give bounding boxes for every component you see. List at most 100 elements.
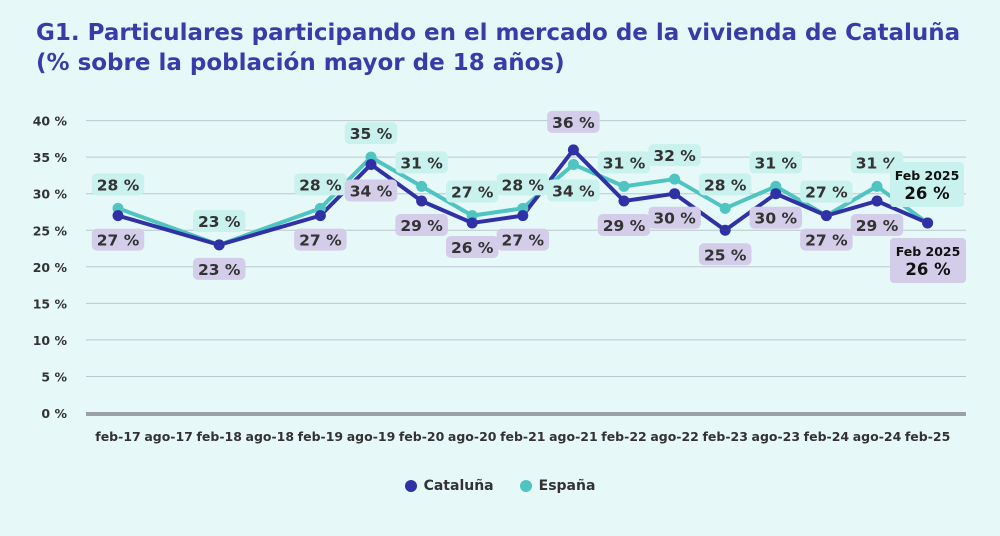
- data-point-espana: [871, 180, 883, 192]
- x-tick-label: feb-19: [298, 429, 343, 444]
- y-tick-label: 40 %: [33, 114, 68, 129]
- data-label-cataluna: 29 %: [850, 214, 904, 237]
- data-point-cataluna: [213, 239, 225, 251]
- data-label-cataluna-text: 27 %: [97, 232, 140, 250]
- x-tick-label: ago-18: [246, 429, 295, 444]
- data-point-cataluna: [618, 195, 630, 207]
- legend-label-cataluna: Cataluña: [423, 478, 494, 494]
- data-label-espana: 27 %: [445, 180, 499, 203]
- data-label-cataluna: 34 %: [344, 179, 398, 202]
- y-tick-label: 0 %: [41, 406, 67, 421]
- data-label-cataluna: 27 %: [91, 228, 145, 251]
- data-label-cataluna: 27 %: [800, 228, 853, 251]
- data-label-espana-bg: [648, 144, 701, 167]
- legend-marker-espana: [519, 480, 532, 492]
- data-label-cataluna-bg: [496, 228, 550, 251]
- x-tick-label: ago-22: [650, 429, 699, 444]
- data-label-cataluna-text: 27 %: [502, 232, 545, 250]
- y-tick-label: 25 %: [33, 223, 68, 238]
- data-label-espana-text: 28 %: [704, 176, 747, 194]
- data-label-espana-text: 23 %: [198, 213, 241, 231]
- data-label-espana-bg: [294, 173, 347, 196]
- data-point-cataluna: [922, 217, 934, 229]
- data-label-espana-bg: [597, 151, 651, 174]
- data-label-cataluna-text: 30 %: [653, 210, 696, 228]
- data-label-cataluna-text: 27 %: [299, 232, 342, 250]
- data-label-espana: 31 %: [597, 151, 651, 174]
- data-label-cataluna: 25 %: [698, 243, 752, 266]
- final-callout-cataluna-date: Feb 2025: [896, 244, 961, 259]
- x-tick-label: ago-17: [144, 429, 193, 444]
- legend-label-espana: España: [538, 478, 596, 494]
- data-point-cataluna: [719, 224, 731, 236]
- data-label-cataluna-text: 29 %: [856, 217, 899, 235]
- x-tick-label: feb-21: [500, 429, 545, 444]
- data-label-espana-text: 27 %: [451, 184, 494, 202]
- x-tick-label: feb-18: [196, 429, 241, 444]
- data-label-cataluna-text: 29 %: [603, 217, 646, 235]
- y-tick-label: 5 %: [41, 369, 67, 384]
- data-point-cataluna: [517, 210, 529, 222]
- data-point-cataluna: [669, 188, 681, 200]
- data-label-cataluna: 30 %: [749, 206, 803, 229]
- data-label-cataluna-text: 25 %: [704, 246, 747, 264]
- data-point-cataluna: [871, 195, 883, 207]
- data-label-espana-text: 31 %: [400, 154, 443, 172]
- data-label-cataluna-text: 30 %: [755, 210, 798, 228]
- data-point-espana: [567, 158, 579, 170]
- data-label-espana: 28 %: [91, 173, 145, 196]
- y-tick-label: 15 %: [33, 296, 68, 311]
- data-label-espana-bg: [192, 209, 246, 232]
- data-label-espana-bg: [698, 173, 752, 196]
- data-label-cataluna-text: 29 %: [400, 217, 443, 235]
- data-label-cataluna: 30 %: [648, 206, 701, 229]
- data-label-espana-text: 27 %: [805, 184, 848, 202]
- x-tick-label: feb-20: [399, 429, 445, 444]
- data-label-espana-bg: [800, 180, 853, 203]
- data-label-espana-bg: [547, 179, 600, 202]
- data-point-espana: [669, 173, 681, 185]
- y-tick-label: 35 %: [33, 150, 68, 165]
- data-label-espana: 35 %: [344, 122, 398, 145]
- data-label-espana-text: 28 %: [97, 176, 140, 194]
- data-point-espana: [416, 180, 428, 192]
- data-label-cataluna-bg: [547, 110, 600, 133]
- data-label-cataluna-text: 36 %: [552, 114, 595, 132]
- x-tick-label: ago-20: [448, 429, 497, 444]
- data-label-cataluna: 26 %: [445, 235, 499, 258]
- data-label-espana-text: 28 %: [299, 176, 342, 194]
- data-label-espana: 34 %: [547, 179, 600, 202]
- data-label-espana: 27 %: [800, 180, 853, 203]
- data-point-cataluna: [466, 217, 478, 229]
- final-callout-cataluna-value: 26 %: [905, 260, 951, 279]
- data-label-espana: 28 %: [496, 173, 550, 196]
- y-tick-label: 20 %: [33, 260, 68, 275]
- data-label-cataluna-text: 23 %: [198, 261, 241, 279]
- data-label-cataluna-text: 34 %: [350, 182, 393, 200]
- legend-item-espana[interactable]: España: [519, 478, 596, 494]
- x-tick-label: ago-21: [549, 429, 598, 444]
- data-label-cataluna: 36 %: [547, 110, 600, 133]
- data-label-espana: 23 %: [192, 209, 246, 232]
- data-label-espana: 28 %: [698, 173, 752, 196]
- data-label-cataluna-bg: [698, 243, 752, 266]
- data-label-espana-text: 31 %: [603, 154, 646, 172]
- x-tick-label: feb-23: [702, 429, 747, 444]
- data-label-espana-bg: [395, 151, 448, 174]
- chart-title-line-1: G1. Particulares participando en el merc…: [36, 20, 961, 46]
- legend-item-cataluna[interactable]: Cataluña: [404, 478, 494, 494]
- data-label-cataluna-bg: [91, 228, 145, 251]
- data-label-espana-bg: [749, 151, 803, 174]
- data-label-cataluna-bg: [597, 214, 651, 237]
- y-tick-label: 10 %: [33, 333, 68, 348]
- chart-title: G1. Particulares participando en el merc…: [36, 18, 976, 78]
- data-label-espana: 31 %: [749, 151, 803, 174]
- data-label-espana-text: 31 %: [856, 154, 899, 172]
- final-callout-espana-bg: [890, 162, 964, 207]
- data-label-cataluna-bg: [800, 228, 853, 251]
- data-label-espana-text: 28 %: [502, 176, 545, 194]
- data-point-cataluna: [365, 158, 377, 170]
